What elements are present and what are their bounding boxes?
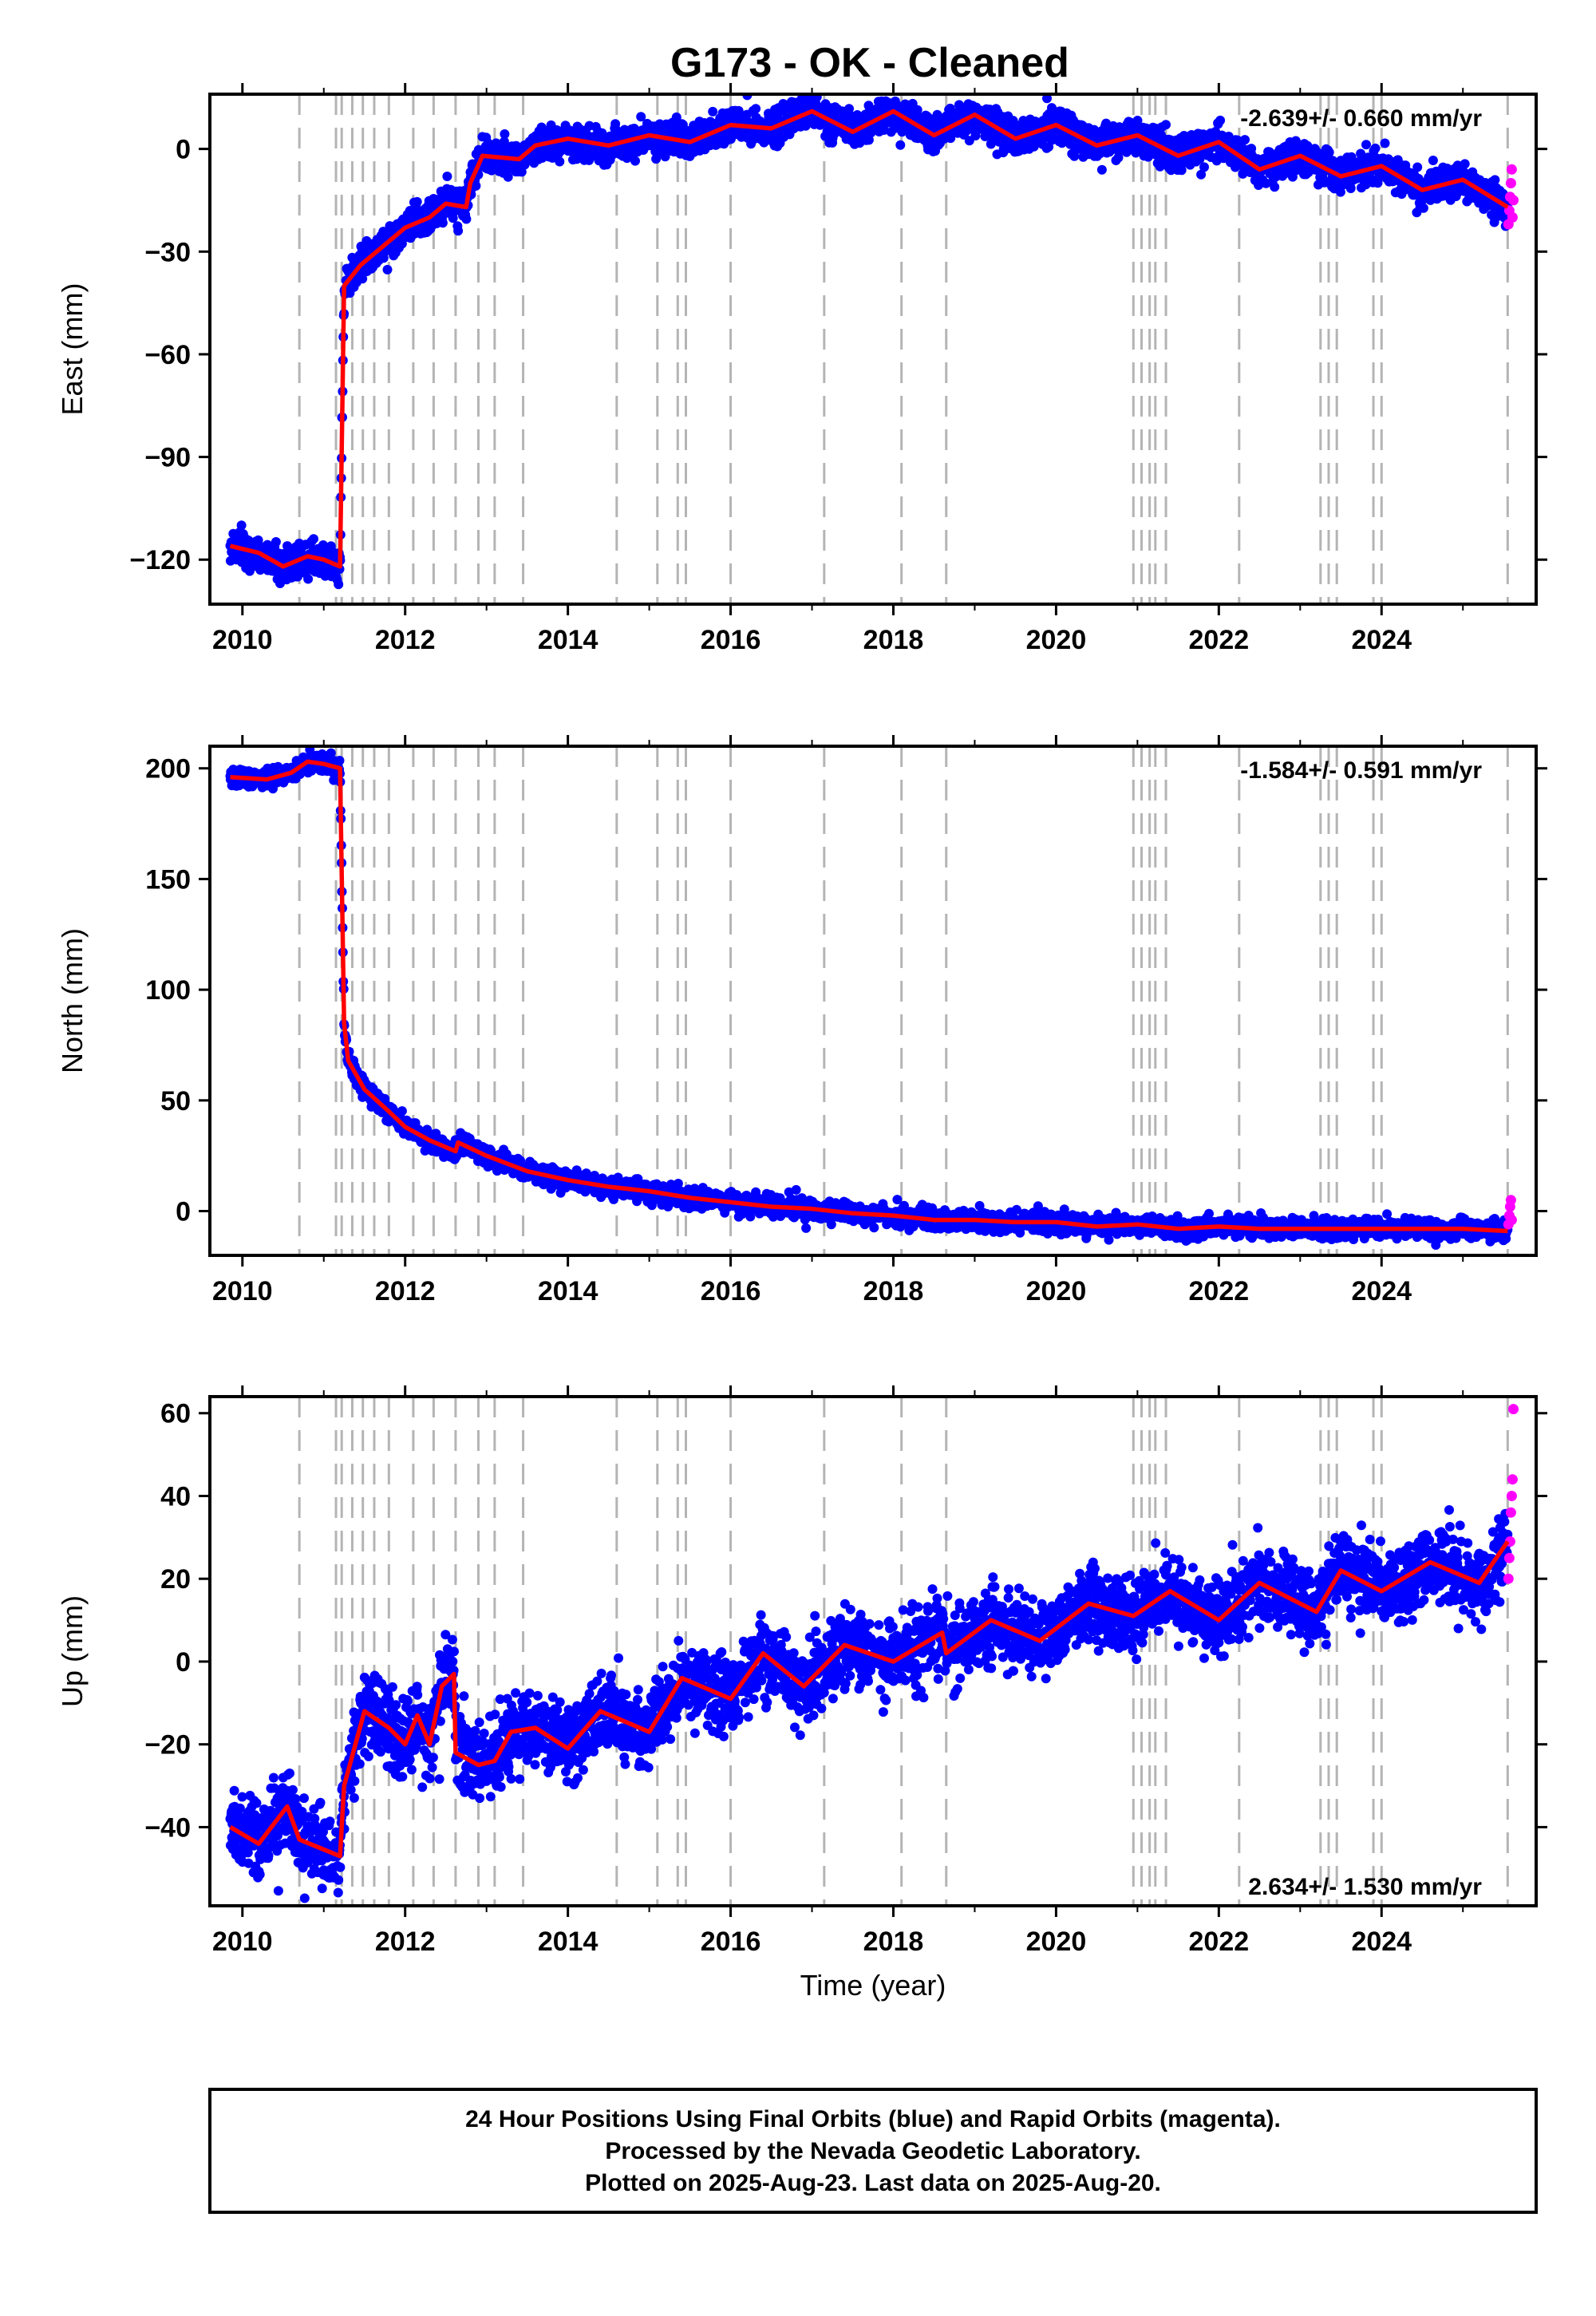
final-orbit-point bbox=[1044, 142, 1054, 152]
final-orbit-point bbox=[309, 534, 318, 544]
panel-north: 2010 2012 2014 2016 2018 2020 2022 202405010015… bbox=[56, 735, 1547, 1306]
final-orbit-point bbox=[500, 129, 510, 139]
panel-frame bbox=[208, 93, 1538, 606]
final-orbit-point bbox=[397, 1106, 407, 1117]
final-orbit-point bbox=[879, 125, 889, 135]
final-orbit-point bbox=[555, 156, 565, 167]
final-orbit-point bbox=[1490, 175, 1500, 185]
model-fit-line bbox=[229, 109, 1509, 569]
x-tick-label: 2024 bbox=[1351, 625, 1412, 655]
final-orbit-point bbox=[516, 1156, 526, 1166]
final-orbit-point bbox=[1412, 162, 1423, 172]
final-orbit-point bbox=[1370, 143, 1381, 153]
x-tick-label: 2012 bbox=[375, 625, 436, 655]
final-orbit-point bbox=[1418, 203, 1428, 213]
final-orbit-point bbox=[412, 196, 422, 207]
panels-group: 2010 2012 2014 2016 2018 2020 2022 2024 −120 −90 −… bbox=[56, 83, 1547, 2002]
final-orbit-point bbox=[1196, 169, 1207, 180]
final-orbit-point bbox=[437, 218, 448, 228]
final-orbit-point bbox=[334, 579, 344, 590]
final-orbit-point bbox=[1361, 140, 1371, 150]
plot-area bbox=[225, 746, 1517, 1255]
rapid-orbit-point bbox=[1507, 211, 1518, 223]
rapid-orbit-point bbox=[1506, 164, 1517, 175]
final-orbit-point bbox=[1345, 184, 1356, 193]
final-orbit-point bbox=[1176, 165, 1187, 176]
y-tick-label: 0 bbox=[176, 135, 191, 165]
final-orbit-point bbox=[1199, 162, 1209, 172]
final-orbit-point bbox=[1132, 116, 1143, 125]
final-orbit-point bbox=[863, 135, 874, 145]
final-orbit-point bbox=[751, 104, 761, 114]
final-orbit-point bbox=[271, 537, 281, 547]
final-orbit-point bbox=[516, 167, 527, 177]
final-orbit-point bbox=[1460, 159, 1470, 169]
final-orbit-point bbox=[1380, 138, 1390, 148]
final-orbit-point bbox=[448, 213, 458, 223]
x-tick-label: 2014 bbox=[538, 625, 598, 655]
final-orbit-point bbox=[1069, 151, 1080, 161]
final-orbit-point bbox=[334, 756, 345, 765]
figure-title: G173 - OK - Cleaned bbox=[670, 40, 1069, 86]
final-orbit-point bbox=[1215, 115, 1226, 125]
y-tick-label: −120 bbox=[129, 545, 191, 575]
x-tick-label: 2016 bbox=[701, 625, 761, 655]
y-tick-label: −90 bbox=[144, 443, 191, 473]
final-orbit-point bbox=[1324, 147, 1334, 157]
rapid-orbit-points bbox=[1503, 164, 1519, 230]
final-orbit-point bbox=[1240, 135, 1250, 145]
final-orbit-point bbox=[1270, 182, 1280, 192]
final-orbit-point bbox=[442, 172, 452, 181]
x-tick-label: 2010 bbox=[212, 625, 273, 655]
final-orbit-point bbox=[1442, 164, 1452, 173]
final-orbit-point bbox=[1246, 144, 1257, 154]
rapid-orbit-point bbox=[1505, 178, 1516, 188]
final-orbit-point bbox=[895, 140, 906, 150]
x-tick-label: 2018 bbox=[863, 625, 924, 655]
final-orbit-point bbox=[636, 112, 646, 122]
final-orbit-point bbox=[326, 748, 336, 758]
final-orbit-point bbox=[471, 180, 481, 191]
panel-east: 2010 2012 2014 2016 2018 2020 2022 2024 −120 −90 −… bbox=[56, 83, 1547, 655]
final-orbit-point bbox=[671, 112, 681, 122]
final-orbit-point bbox=[1346, 152, 1357, 162]
final-orbit-point bbox=[630, 156, 640, 166]
x-tick-label: 2022 bbox=[1189, 625, 1250, 655]
final-orbit-point bbox=[1042, 94, 1052, 104]
velocity-rate-label: -2.639+/- 0.660 mm/yr bbox=[1240, 105, 1482, 132]
y-tick-label: −60 bbox=[144, 340, 191, 370]
final-orbit-point bbox=[708, 106, 718, 117]
final-orbit-point bbox=[253, 535, 263, 545]
final-orbit-point bbox=[812, 94, 822, 102]
y-axis-label: East (mm) bbox=[56, 283, 89, 416]
x-tick-label: 2020 bbox=[1026, 625, 1087, 655]
final-orbit-point bbox=[1096, 164, 1107, 175]
final-orbit-point bbox=[461, 214, 472, 224]
final-orbit-point bbox=[1428, 156, 1438, 165]
final-orbit-point bbox=[358, 274, 368, 284]
final-orbit-point bbox=[1335, 187, 1345, 197]
final-orbit-point bbox=[503, 172, 513, 182]
final-orbit-point bbox=[453, 226, 464, 236]
y-tick-label: −30 bbox=[144, 237, 191, 267]
final-orbit-point bbox=[236, 520, 247, 531]
final-orbit-point bbox=[1161, 120, 1171, 130]
rapid-orbit-point bbox=[1508, 195, 1519, 206]
final-orbit-point bbox=[382, 264, 393, 275]
plot-area bbox=[225, 94, 1519, 604]
final-orbit-point bbox=[303, 574, 314, 584]
final-orbit-point bbox=[244, 566, 255, 576]
